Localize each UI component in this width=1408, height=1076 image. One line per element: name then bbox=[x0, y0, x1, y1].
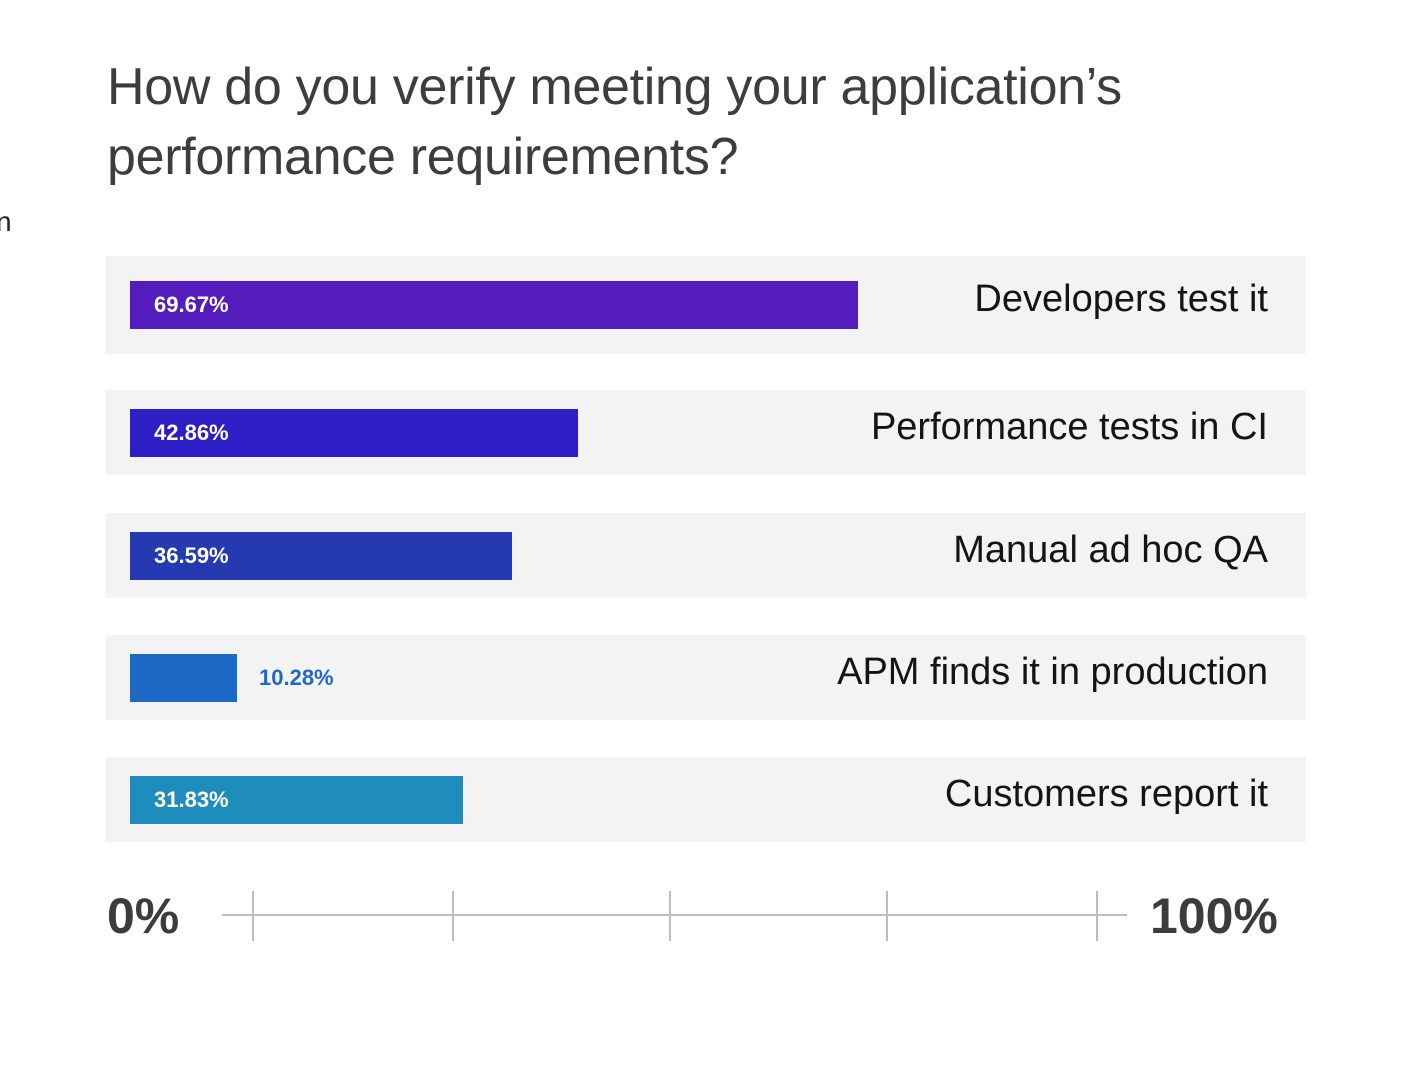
bar bbox=[130, 654, 237, 702]
bar-row: 31.83% Customers report it bbox=[106, 757, 1306, 842]
category-label: Manual ad hoc QA bbox=[953, 529, 1268, 571]
category-label: APM finds it in production bbox=[837, 651, 1268, 693]
axis-min-label: 0% bbox=[107, 888, 180, 944]
bar-value-label: 42.86% bbox=[154, 420, 229, 445]
category-label: Developers test it bbox=[974, 278, 1268, 320]
bar-row: 10.28% APM finds it in production bbox=[106, 635, 1306, 720]
bar-value-label: 36.59% bbox=[154, 543, 229, 568]
bar-value-label: 69.67% bbox=[154, 292, 229, 317]
bar-row: 69.67% Developers test it bbox=[106, 256, 1306, 354]
category-label: Customers report it bbox=[944, 773, 1268, 815]
cropped-text-fragment: n bbox=[0, 206, 12, 237]
category-label: Performance tests in CI bbox=[870, 406, 1268, 448]
bar bbox=[130, 532, 512, 580]
bar-value-label: 31.83% bbox=[154, 787, 229, 812]
bar bbox=[130, 776, 463, 824]
chart-title: How do you verify meeting your applicati… bbox=[107, 58, 1122, 186]
bar-value-label: 10.28% bbox=[259, 665, 334, 690]
axis-max-label: 100% bbox=[1150, 888, 1278, 944]
bar-row: 42.86% Performance tests in CI bbox=[106, 390, 1306, 475]
bar bbox=[130, 281, 858, 329]
bar bbox=[130, 409, 578, 457]
bar-row: 36.59% Manual ad hoc QA bbox=[106, 513, 1306, 598]
